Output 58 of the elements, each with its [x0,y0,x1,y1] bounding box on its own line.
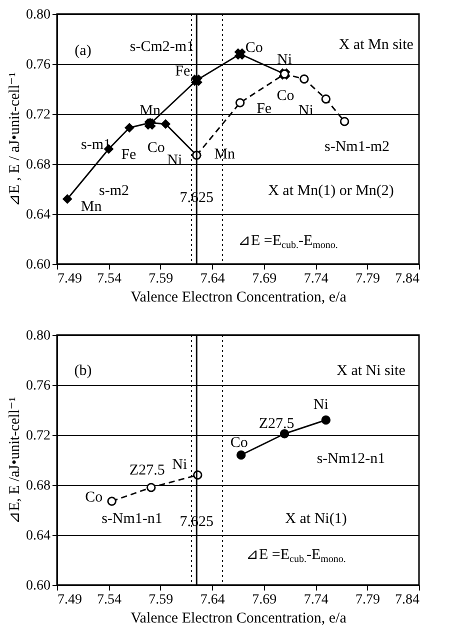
annotation: X at Ni(1) [285,511,347,527]
y-tick-label: 0.68 [26,158,50,172]
y-tick-label: 0.60 [26,258,50,272]
annotation: (a) [74,43,92,59]
y-tick-label: 0.68 [26,478,50,494]
y-tick-label: 0.60 [26,578,50,594]
annotation: X at Mn(1) or Mn(2) [268,183,394,199]
annotation: Z27.5 [129,462,165,478]
x-tick-label: 7.59 [148,592,174,608]
annotation: Mn [80,199,102,215]
x-tick-label: 7.54 [96,592,122,608]
annotation: Co [147,140,165,156]
annotation: X at Mn site [338,37,414,53]
x-tick-label: 7.74 [304,592,328,608]
x-tick-label: 7.54 [96,272,122,286]
annotation: s-Nm12-n1 [316,451,386,467]
annotation: Mn [214,146,236,162]
x-tick-label: 7.69 [252,592,277,608]
annotation: Ni [313,397,328,413]
x-tick-label: 7.49 [58,272,82,286]
y-tick-label: 0.80 [26,328,50,344]
annotation: Fe [175,63,190,80]
annotation: s-Nm1-m2 [324,139,390,155]
x-tick-label: 7.49 [58,592,82,608]
annotation: Co [85,489,103,506]
y-tick-label: 0.72 [26,428,50,444]
x-axis-title: Valence Electron Concentration, e/a [130,290,347,306]
annotation: X at Ni site [336,363,406,379]
annotation: s-m2 [99,183,129,199]
y-axis-title: ⊿E, E /aJ•unit-cell⁻¹ [7,397,23,524]
x-tick-label: 7.74 [304,272,328,286]
annotation: (b) [74,363,92,379]
annotation: Co [276,88,294,104]
x-tick-label: 7.64 [200,592,225,608]
y-axis-title: ⊿E , E / aJ•unit-cell⁻¹ [7,72,23,207]
annotation: Ni [172,457,188,473]
annotation: Fe [121,147,137,163]
annotation: Z27.5 [258,416,294,432]
y-tick-label: 0.64 [26,208,50,222]
x-tick-label: 7.69 [252,272,277,286]
x-tick-label: 7.84 [395,272,420,286]
y-tick-label: 0.64 [26,528,50,544]
x-tick-label: 7.64 [200,272,225,286]
y-tick-label: 0.76 [26,378,50,394]
x-tick-label: 7.84 [395,592,420,608]
x-tick-label: 7.79 [356,272,380,286]
y-tick-label: 0.80 [26,8,50,22]
annotation: Co [230,435,248,451]
y-tick-label: 0.76 [26,58,50,72]
annotation: s-Cm2-m1 [130,39,194,55]
y-tick-label: 0.72 [26,108,50,122]
x-tick-label: 7.79 [356,592,380,608]
annotation: Co [245,40,263,56]
annotation: Ni [277,52,292,68]
x-tick-label: 7.59 [148,272,174,286]
annotation: Fe [256,100,272,117]
annotation: s-Nm1-n1 [102,511,162,527]
x-axis-title: Valence Electron Concentration, e/a [130,610,347,626]
